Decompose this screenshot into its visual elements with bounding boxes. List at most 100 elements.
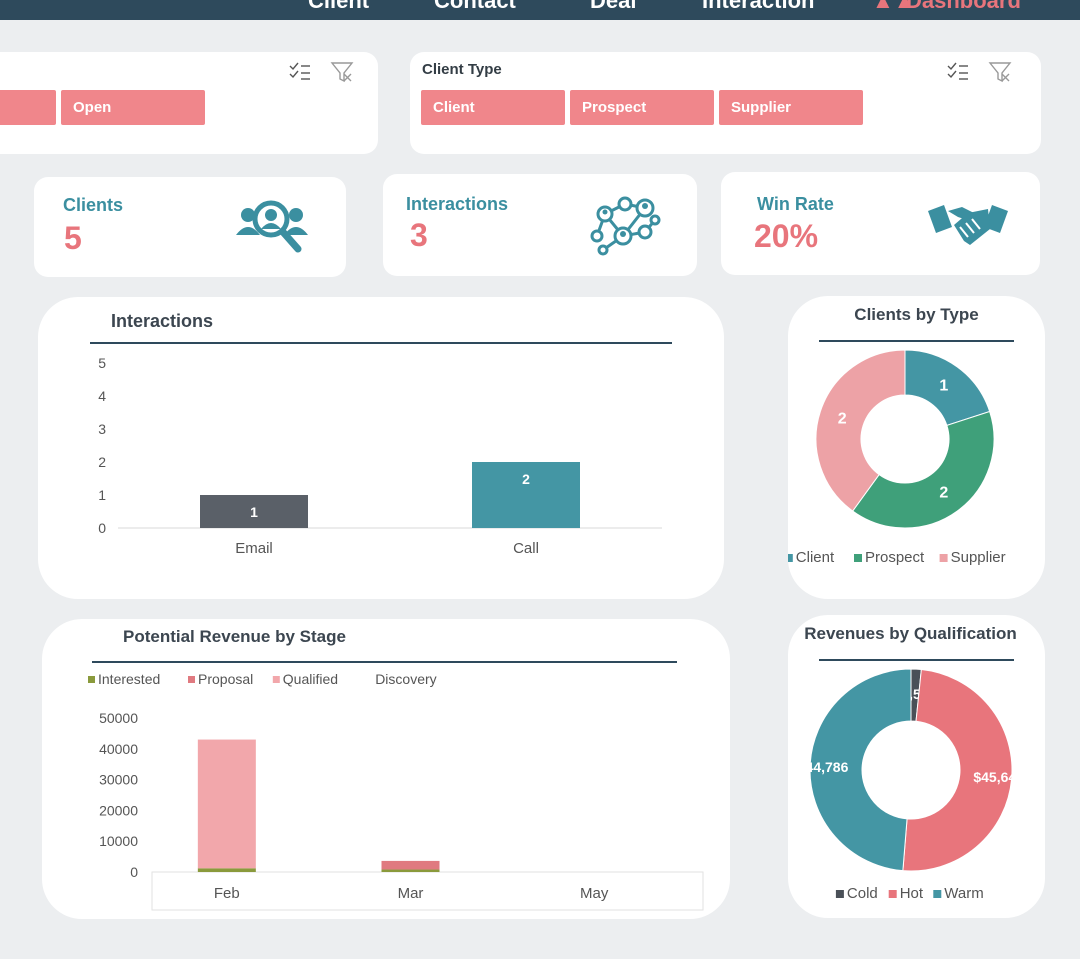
user-search-icon — [234, 197, 310, 260]
chart-legend: Cold Hot Warm — [835, 885, 984, 902]
data-label: 2 — [522, 471, 530, 487]
legend-swatch — [939, 554, 948, 562]
kpi-card-clients: Clients 5 — [34, 177, 346, 277]
chart-title: Interactions — [111, 311, 214, 331]
nav-deal[interactable]: Deal — [590, 0, 637, 13]
data-label: 1 — [250, 504, 258, 520]
title-divider — [819, 340, 1014, 342]
kpi-card-interactions: Interactions 3 — [383, 174, 697, 276]
clients-by-type-card: Clients by Type 1 2 2 Client Prospect Supplie… — [788, 296, 1045, 599]
donut-slice — [902, 668, 1013, 872]
legend-swatch — [854, 554, 862, 562]
status-slicer: Open — [0, 52, 378, 154]
slicer-toolbar — [946, 60, 1016, 89]
legend-swatch — [888, 890, 897, 898]
bar-segment — [381, 869, 440, 872]
nav-contact[interactable]: Contact — [434, 0, 516, 13]
kpi-card-win-rate: Win Rate 20% — [721, 172, 1040, 275]
kpi-value: 20% — [754, 218, 819, 254]
kpi-label: Win Rate — [757, 194, 834, 214]
y-tick-label: 50000 — [99, 710, 138, 726]
y-tick-label: 1 — [98, 487, 106, 503]
legend-swatch — [788, 554, 793, 562]
chart-title: Potential Revenue by Stage — [123, 627, 346, 646]
x-tick-label: Call — [513, 540, 539, 557]
bar-segment — [197, 739, 256, 869]
legend-swatch — [88, 676, 95, 683]
interactions-bar-chart: 0 1 2 3 4 5 1 Email 2 Call — [98, 355, 662, 557]
legend-swatch — [188, 676, 195, 683]
slicer-button-hidden[interactable] — [0, 90, 56, 125]
legend-label: Qualified — [283, 671, 338, 687]
slicer-title: Client Type — [422, 61, 502, 78]
bar — [200, 495, 308, 528]
top-nav-bar: Client Contact Deal Interaction ▲▲Dashbo… — [0, 0, 1080, 20]
dashboard-icon: ▲▲ — [872, 0, 916, 13]
multi-select-icon[interactable] — [947, 62, 968, 80]
legend-label: Proposal — [198, 671, 253, 687]
legend-swatch — [933, 890, 942, 898]
chart-legend: Client Prospect Supplier — [788, 549, 1006, 566]
y-tick-label: 0 — [130, 864, 138, 880]
title-divider — [90, 342, 672, 344]
title-divider — [819, 659, 1014, 661]
network-icon — [585, 192, 663, 263]
nav-interaction[interactable]: Interaction — [702, 0, 815, 13]
revenue-by-stage-card: Potential Revenue by Stage Interested Pro… — [42, 619, 730, 919]
legend-label: Warm — [944, 885, 983, 902]
y-tick-label: 40000 — [99, 741, 138, 757]
legend-label: Client — [796, 549, 835, 566]
y-tick-label: 30000 — [99, 772, 138, 788]
legend-label: Cold — [847, 885, 878, 902]
x-tick-label: Email — [235, 540, 273, 557]
y-tick-label: 5 — [98, 355, 106, 371]
donut-slice — [815, 349, 906, 512]
data-label: 2 — [838, 411, 847, 428]
slicer-toolbar — [288, 60, 358, 89]
slicer-button-prospect[interactable]: Prospect — [570, 90, 714, 125]
kpi-label: Interactions — [406, 194, 509, 214]
legend-swatch — [272, 676, 280, 683]
y-tick-label: 0 — [98, 520, 106, 536]
data-label: $45,646 — [973, 769, 1024, 785]
y-tick-label: 2 — [98, 454, 106, 470]
handshake-icon — [926, 197, 1010, 258]
legend-label: Interested — [98, 671, 160, 687]
donut-slice — [851, 410, 995, 529]
chart-title: Revenues by Qualification — [804, 624, 1017, 643]
donut-slice — [809, 668, 912, 872]
nav-client[interactable]: Client — [308, 0, 370, 13]
slicer-button-supplier[interactable]: Supplier — [719, 90, 863, 125]
revenue-by-stage-chart: Interested Proposal Qualified Discovery 0 100… — [88, 671, 704, 911]
clients-by-type-donut: 1 2 2 Client Prospect Supplier — [788, 349, 1006, 566]
data-label: 1 — [939, 378, 948, 395]
legend-label: Discovery — [375, 671, 436, 687]
multi-select-icon[interactable] — [289, 62, 310, 80]
nav-dashboard[interactable]: ▲▲Dashboard — [872, 0, 1021, 14]
legend-label: Prospect — [865, 549, 925, 566]
legend-swatch — [835, 890, 844, 898]
interactions-chart-card: Interactions 0 1 2 3 4 5 1 Email 2 Call — [38, 297, 724, 599]
clear-filter-icon[interactable] — [988, 62, 1012, 83]
data-label: $44,786 — [798, 759, 849, 775]
slicer-button-client[interactable]: Client — [421, 90, 565, 125]
y-tick-label: 10000 — [99, 833, 138, 849]
x-tick-label: Feb — [214, 885, 240, 902]
x-tick-label: May — [580, 885, 609, 902]
title-divider — [92, 661, 677, 663]
slicer-button-open[interactable]: Open — [61, 90, 205, 125]
y-tick-label: 4 — [98, 388, 106, 404]
client-type-slicer: Client Type Client Prospect Supplier — [410, 52, 1041, 154]
x-tick-label: Mar — [398, 885, 424, 902]
y-tick-label: 3 — [98, 421, 106, 437]
y-tick-label: 20000 — [99, 802, 138, 818]
data-label: 2 — [939, 484, 948, 501]
kpi-value: 3 — [410, 217, 428, 253]
kpi-label: Clients — [63, 195, 124, 215]
clear-filter-icon[interactable] — [330, 62, 354, 83]
chart-title: Clients by Type — [854, 305, 979, 324]
bar-segment — [381, 860, 440, 870]
legend-swatch — [365, 676, 373, 683]
kpi-value: 5 — [64, 220, 82, 256]
